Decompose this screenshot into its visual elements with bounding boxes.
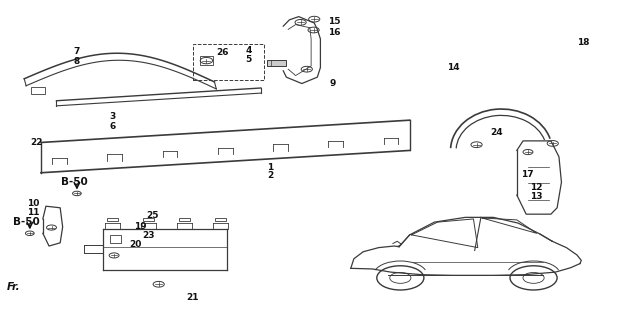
Text: 22: 22: [30, 138, 43, 147]
Text: 17: 17: [521, 170, 534, 179]
Bar: [179, 218, 190, 221]
Text: 19: 19: [134, 222, 147, 231]
Bar: [110, 235, 121, 243]
Text: 6: 6: [109, 122, 116, 131]
Text: 8: 8: [74, 57, 80, 66]
Text: B-50: B-50: [61, 177, 88, 187]
Text: 14: 14: [447, 63, 460, 72]
Text: 5: 5: [245, 55, 252, 64]
Text: 21: 21: [186, 292, 199, 301]
Bar: [31, 87, 45, 94]
Text: 18: 18: [577, 38, 589, 47]
Bar: [143, 218, 154, 221]
Text: 10: 10: [27, 198, 39, 207]
Text: 2: 2: [267, 172, 273, 180]
Text: 20: 20: [130, 240, 142, 249]
Bar: [193, 44, 264, 80]
Text: 13: 13: [530, 192, 543, 201]
Bar: [267, 60, 286, 66]
Text: 11: 11: [27, 208, 39, 217]
Bar: [199, 56, 213, 65]
Text: 12: 12: [530, 183, 543, 192]
Text: 26: 26: [216, 48, 229, 57]
Bar: [107, 218, 118, 221]
Bar: [215, 218, 226, 221]
Text: 15: 15: [328, 17, 340, 26]
Text: 7: 7: [74, 47, 80, 56]
Text: 9: 9: [329, 79, 335, 88]
Text: 3: 3: [109, 113, 116, 122]
Text: 23: 23: [142, 231, 155, 240]
Text: 1: 1: [267, 164, 273, 172]
Text: 4: 4: [245, 45, 252, 55]
Text: 25: 25: [147, 211, 159, 220]
Text: Fr.: Fr.: [7, 283, 20, 292]
Text: 24: 24: [490, 128, 503, 137]
Text: 16: 16: [328, 28, 340, 37]
Text: B-50: B-50: [13, 217, 40, 227]
